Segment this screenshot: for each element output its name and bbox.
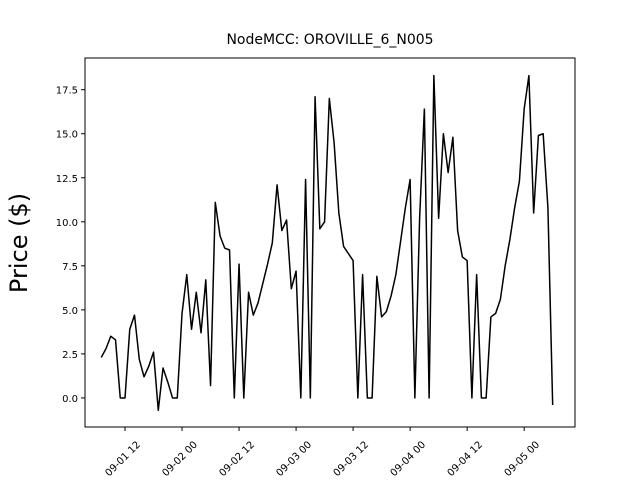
y-tick-label: 5.0: [62, 306, 78, 317]
x-tick-label: 09-05 00: [503, 439, 543, 479]
y-tick-label: 10.0: [56, 218, 78, 229]
x-tick-label: 09-01 12: [103, 439, 143, 479]
plot-frame: [84, 57, 576, 428]
y-tick-label: 15.0: [56, 130, 78, 141]
y-tick-label: 2.5: [62, 350, 78, 361]
x-tick-label: 09-04 12: [446, 439, 486, 479]
x-tick-label: 09-04 00: [389, 439, 429, 479]
price-line: [100, 74, 554, 412]
y-tick-label: 12.5: [56, 174, 78, 185]
x-tick-label: 09-03 12: [332, 439, 372, 479]
y-tick-label: 17.5: [56, 86, 78, 97]
y-axis-label: Price ($): [5, 193, 33, 293]
x-tick-label: 09-02 00: [160, 439, 200, 479]
chart-title: NodeMCC: OROVILLE_6_N005: [226, 32, 433, 48]
y-tick-label: 7.5: [62, 262, 78, 273]
x-tick-label: 09-02 12: [217, 439, 257, 479]
y-tick-label: 0.0: [62, 394, 78, 405]
x-tick-label: 09-03 00: [275, 439, 315, 479]
